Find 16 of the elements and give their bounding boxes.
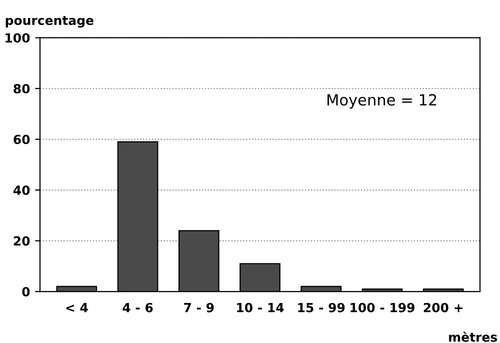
- x-tick-label: 7 - 9: [184, 302, 214, 312]
- x-tick-label: < 4: [66, 303, 88, 312]
- y-tick-label: 100: [6, 33, 30, 43]
- x-tick-label: 15 - 99: [298, 302, 345, 312]
- x-axis-title: mètres: [449, 332, 498, 342]
- y-axis-title: pourcentage: [6, 16, 94, 28]
- x-tick-label: 200 +: [424, 302, 462, 312]
- y-tick-label: 80: [14, 84, 30, 94]
- annotation: Moyenne = 12: [328, 94, 436, 109]
- y-tick-label: 40: [13, 185, 30, 195]
- x-tick-label: 100 - 199: [350, 302, 414, 312]
- x-tick-label: 4 - 6: [122, 302, 153, 312]
- y-tick-label: 0: [22, 287, 30, 296]
- x-tick-label: 10 - 14: [237, 302, 284, 312]
- y-tick-label: 60: [14, 134, 30, 144]
- y-tick-label: 20: [14, 236, 30, 246]
